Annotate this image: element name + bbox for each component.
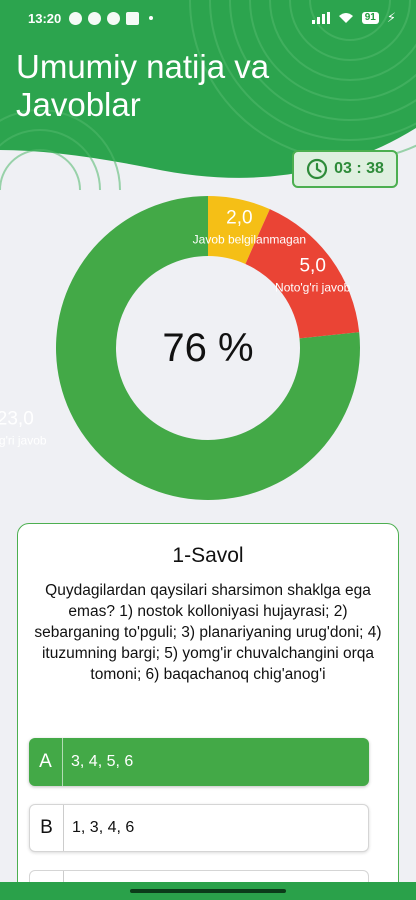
home-indicator[interactable] — [130, 889, 286, 893]
timer-value: 03 : 38 — [334, 160, 384, 177]
page-title-line1: Umumiy natija va — [16, 48, 270, 85]
alarm-icon — [69, 11, 83, 25]
answer-option-a[interactable]: A 3, 4, 5, 6 — [29, 738, 369, 786]
more-dot-icon — [149, 16, 154, 20]
slice-name-label: Noto'g'ri javob — [275, 280, 351, 294]
option-text: 1, 3, 4, 6 — [72, 819, 135, 836]
page-title: Umumiy natija va Javoblar — [16, 48, 336, 124]
donut-slice-2 — [245, 209, 360, 339]
center-percent-label: 76 % — [162, 326, 253, 370]
donut-slice-0 — [56, 196, 361, 501]
status-time: 13:20 — [28, 10, 62, 26]
signal-icon — [311, 12, 330, 24]
pie-icon — [88, 11, 102, 25]
answer-option-b[interactable]: B 1, 3, 4, 6 — [29, 804, 369, 852]
status-bar: 13:20 91 ⚡ — [0, 0, 416, 36]
slice-value-label: 23,0 — [0, 408, 34, 429]
wifi-icon — [338, 13, 353, 23]
question-text: Quydagilardan qaysilari sharsimon shaklg… — [34, 582, 382, 683]
slice-name-label: Javob belgilanmagan — [193, 233, 306, 247]
result-chart: 23,0 To'g'ri javob 2,0 Javob belgilanmagan 5… — [0, 190, 416, 510]
slice-name-label: To'g'ri javob — [0, 433, 47, 447]
donut-slice-1 — [208, 196, 270, 264]
plus-circle-icon — [107, 11, 121, 25]
header: 13:20 91 ⚡ Umumiy natija va Javoblar — [0, 0, 416, 190]
donut-chart: 23,0 To'g'ri javob 2,0 Javob belgilanmagan 5… — [0, 196, 361, 501]
clock-icon — [306, 158, 328, 180]
battery-icon: 91 — [361, 12, 379, 24]
linkedin-icon — [126, 11, 140, 25]
charging-icon: ⚡ — [386, 10, 396, 25]
option-text: 3, 4, 5, 6 — [71, 753, 134, 770]
slice-value-label: 5,0 — [299, 255, 325, 276]
page-title-line2: Javoblar — [16, 86, 141, 123]
question-title: 1-Savol — [172, 544, 244, 567]
option-letter: B — [30, 805, 64, 851]
timer-badge: 03 : 38 — [292, 150, 398, 188]
slice-value-label: 2,0 — [226, 208, 252, 229]
option-letter: A — [29, 738, 63, 786]
